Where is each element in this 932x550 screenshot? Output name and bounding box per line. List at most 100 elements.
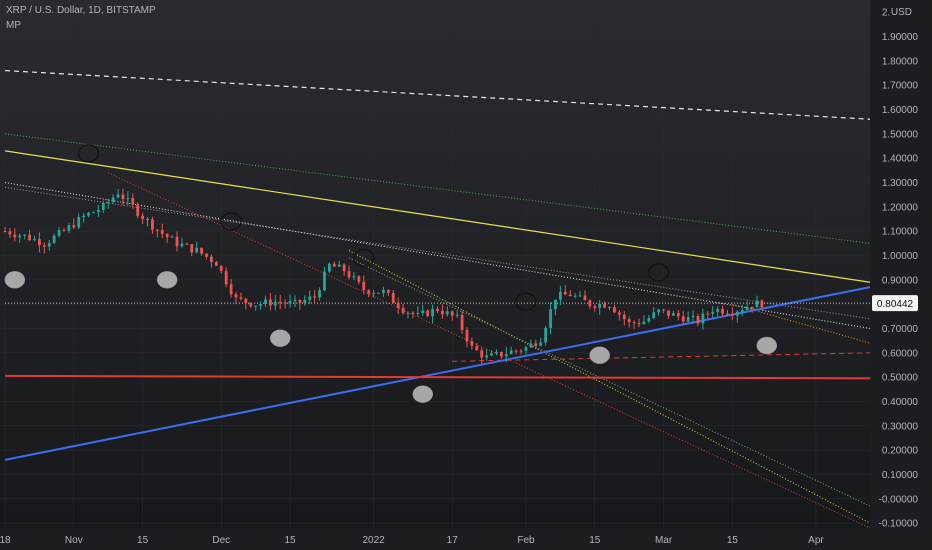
- candle-body: [470, 341, 474, 346]
- candle-body: [495, 351, 498, 354]
- candle-body: [116, 194, 120, 198]
- candle-body: [593, 306, 597, 308]
- candle-body: [549, 309, 552, 328]
- trendline-yellow-resistance: [4, 150, 871, 283]
- candle-body: [465, 329, 469, 342]
- y-tick-label: 1.20000: [882, 202, 919, 213]
- candle-body: [352, 276, 356, 278]
- price-scale[interactable]: [870, 0, 932, 528]
- candle-body: [298, 299, 302, 303]
- candle-body: [445, 311, 449, 315]
- candle-body: [598, 303, 602, 308]
- candle-body: [755, 300, 759, 308]
- y-tick-label: 1.30000: [882, 178, 919, 189]
- candle-body: [288, 301, 292, 304]
- candle-body: [8, 231, 12, 235]
- x-tick-label: Apr: [808, 535, 824, 546]
- candles: [3, 188, 764, 365]
- currency-badge: [890, 2, 920, 18]
- y-tick-label: 0.40000: [882, 397, 919, 408]
- marker-filled: [156, 271, 178, 289]
- candle-body: [750, 306, 754, 308]
- candle-body: [588, 300, 592, 307]
- candle-body: [377, 292, 380, 294]
- y-tick-label: 0.30000: [882, 421, 919, 432]
- candle-body: [421, 310, 425, 314]
- candle-body: [686, 317, 690, 322]
- candle-body: [155, 229, 159, 231]
- candle-body: [499, 351, 503, 357]
- candle-body: [411, 312, 415, 314]
- candle-body: [67, 225, 71, 231]
- candle-body: [318, 290, 321, 298]
- candle-body: [455, 314, 459, 316]
- x-tick-label: 15: [137, 535, 149, 546]
- candle-body: [441, 310, 444, 315]
- y-tick-label: 1.10000: [882, 227, 919, 238]
- candle-body: [323, 271, 326, 291]
- candle-body: [436, 308, 439, 311]
- marker-open: [220, 212, 242, 231]
- x-tick-label: Dec: [212, 535, 230, 546]
- candle-body: [146, 218, 149, 220]
- candle-body: [637, 323, 641, 325]
- x-tick-label: 15: [589, 535, 601, 546]
- candle-body: [475, 345, 479, 351]
- trendline-white-dotted-lower: [4, 186, 871, 320]
- marker-filled: [756, 336, 778, 355]
- y-tick-label: 0.10000: [882, 470, 919, 481]
- time-scale[interactable]: [0, 528, 932, 550]
- candle-body: [627, 319, 631, 323]
- candle-body: [111, 197, 115, 202]
- candle-body: [82, 215, 86, 217]
- candle-body: [529, 343, 533, 348]
- candle-body: [3, 231, 7, 233]
- last-price-value: 0.80442: [877, 299, 914, 310]
- candle-body: [151, 219, 154, 230]
- candle-body: [662, 309, 665, 311]
- y-tick-label: 1.80000: [882, 56, 919, 67]
- candle-body: [485, 355, 489, 358]
- candle-body: [126, 197, 130, 200]
- candle-body: [642, 321, 646, 325]
- last-price-badge: [872, 295, 918, 312]
- y-tick-label: -0.00000: [879, 494, 919, 505]
- candle-body: [401, 307, 405, 314]
- candle-body: [170, 236, 174, 238]
- candle-body: [480, 350, 484, 358]
- indicator-label: MP: [6, 20, 21, 31]
- marker-filled: [4, 271, 26, 289]
- candle-body: [303, 300, 307, 303]
- y-tick-label: 0.90000: [882, 275, 919, 286]
- candle-body: [416, 313, 420, 315]
- candle-body: [268, 299, 272, 306]
- markers: [4, 144, 778, 403]
- candle-body: [391, 292, 395, 303]
- y-tick-label: 0.20000: [882, 446, 919, 457]
- candle-body: [259, 304, 262, 306]
- candle-body: [721, 308, 724, 314]
- candle-body: [72, 225, 76, 228]
- candle-body: [136, 204, 140, 216]
- candle-body: [219, 265, 223, 271]
- candle-body: [224, 270, 228, 285]
- y-tick-label: 1.00000: [882, 251, 919, 262]
- trendline-red-dashed-support: [452, 352, 871, 362]
- candle-body: [278, 301, 282, 303]
- candle-body: [583, 295, 587, 301]
- symbol-title: XRP / U.S. Dollar, 1D, BITSTAMP: [6, 5, 156, 16]
- candle-body: [28, 234, 31, 241]
- candle-body: [308, 296, 312, 301]
- candle-body: [347, 271, 351, 278]
- y-tick-label: 1.90000: [882, 32, 919, 43]
- candle-body: [200, 247, 203, 254]
- candle-body: [106, 201, 110, 203]
- candle-body: [367, 290, 371, 294]
- marker-filled: [589, 346, 610, 364]
- candle-body: [337, 264, 341, 267]
- x-tick-label: 15: [727, 535, 739, 546]
- candle-body: [711, 311, 715, 314]
